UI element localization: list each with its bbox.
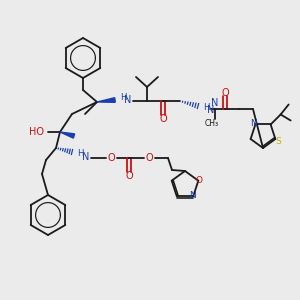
Text: HO: HO: [28, 127, 44, 137]
Text: H: H: [77, 149, 83, 158]
Text: CH₃: CH₃: [205, 118, 219, 127]
Text: O: O: [125, 171, 133, 181]
Text: H: H: [120, 92, 126, 101]
Text: O: O: [107, 153, 115, 163]
Text: S: S: [275, 136, 281, 146]
Polygon shape: [97, 98, 115, 102]
Text: N: N: [82, 152, 90, 162]
Text: N: N: [207, 105, 215, 115]
Text: O: O: [196, 176, 203, 185]
Text: H: H: [203, 103, 209, 112]
Text: N: N: [189, 191, 196, 200]
Text: N: N: [124, 95, 132, 105]
Text: O: O: [221, 88, 229, 98]
Text: O: O: [145, 153, 153, 163]
Text: O: O: [159, 114, 167, 124]
Text: N: N: [250, 119, 257, 128]
Text: N: N: [211, 98, 219, 108]
Polygon shape: [60, 132, 75, 138]
